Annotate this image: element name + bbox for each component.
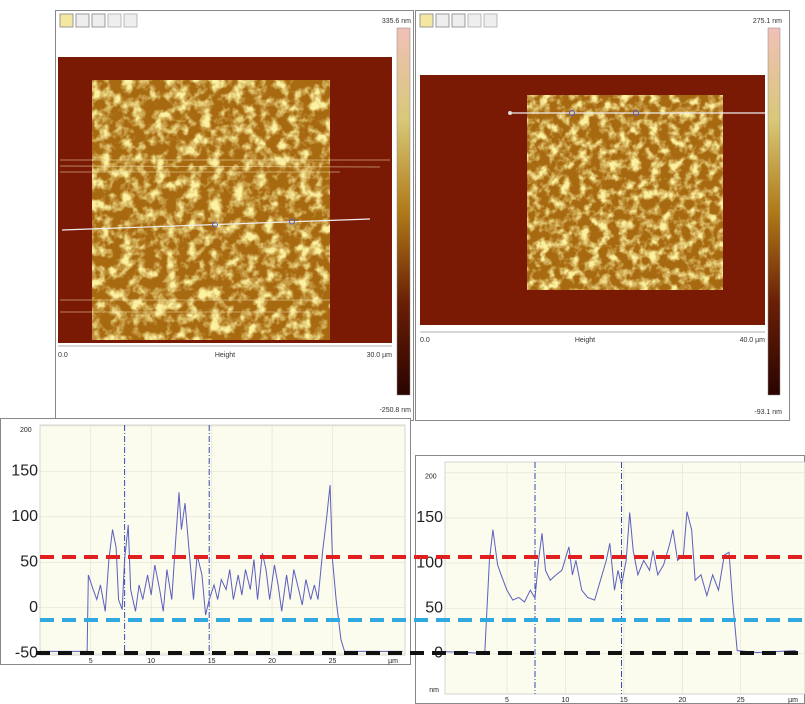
x-tick-label: 10 bbox=[561, 697, 569, 704]
tool-button[interactable] bbox=[91, 13, 106, 28]
y-tick-label: 150 bbox=[416, 509, 443, 526]
x-tick-label: 15 bbox=[620, 697, 628, 704]
scan-marker[interactable] bbox=[633, 110, 639, 116]
profile-line bbox=[444, 511, 796, 654]
afm-texture bbox=[527, 95, 723, 290]
x-tick-label: 5 bbox=[505, 697, 509, 704]
x-tick-label: 5 bbox=[89, 658, 93, 665]
y-tick-label: 50 bbox=[20, 553, 38, 570]
axis-end: 40.0 µm bbox=[740, 337, 766, 344]
y-tick-label: 200 bbox=[20, 427, 32, 434]
x-tick-label: 20 bbox=[268, 658, 276, 665]
x-axis-label: µm bbox=[788, 697, 798, 704]
x-tick-label: 15 bbox=[208, 658, 216, 665]
axis-start: 0.0 bbox=[420, 337, 430, 344]
image-panel: 335.6 nm -250.8 nm 0.0 Height 30.0 µm bbox=[55, 10, 414, 421]
level-lines bbox=[36, 555, 805, 655]
color-max: 275.1 nm bbox=[753, 18, 782, 25]
axis-end: 30.0 µm bbox=[367, 352, 393, 359]
axis-start: 0.0 bbox=[58, 352, 68, 359]
tool-button[interactable] bbox=[59, 13, 74, 28]
x-tick-label: 25 bbox=[737, 697, 745, 704]
tool-button[interactable] bbox=[451, 13, 466, 28]
profiles: 510152025-50050100150200µm51015202505010… bbox=[11, 424, 805, 704]
scan-marker[interactable] bbox=[289, 218, 295, 225]
tool-button[interactable] bbox=[107, 13, 122, 28]
x-axis-label: µm bbox=[388, 658, 398, 665]
color-min: -93.1 nm bbox=[754, 409, 782, 416]
toolbar bbox=[419, 13, 498, 28]
axis-label: Height bbox=[575, 337, 595, 344]
profile-line bbox=[40, 484, 403, 652]
tool-button[interactable] bbox=[483, 13, 498, 28]
y-tick-label: 150 bbox=[11, 463, 38, 480]
scan-streaks bbox=[59, 159, 390, 313]
scan-marker[interactable] bbox=[569, 110, 575, 116]
y-tick-label: 50 bbox=[425, 599, 443, 616]
y-tick-label: -50 bbox=[15, 644, 38, 661]
scan-marker[interactable] bbox=[508, 111, 512, 115]
color-bar bbox=[396, 27, 411, 396]
color-bar bbox=[767, 27, 781, 396]
y-tick-label: 0 bbox=[29, 599, 38, 616]
y-tick-label: 100 bbox=[11, 508, 38, 525]
tool-button[interactable] bbox=[435, 13, 450, 28]
tool-button[interactable] bbox=[123, 13, 138, 28]
tool-button[interactable] bbox=[467, 13, 482, 28]
x-tick-label: 20 bbox=[678, 697, 686, 704]
tool-button[interactable] bbox=[75, 13, 90, 28]
y-tick-label: 200 bbox=[425, 474, 437, 481]
afm-texture bbox=[92, 80, 330, 340]
axis-label: Height bbox=[215, 352, 235, 359]
y-axis-label: nm bbox=[429, 687, 439, 694]
plot-area bbox=[39, 424, 406, 656]
x-tick-label: 25 bbox=[329, 658, 337, 665]
tool-button[interactable] bbox=[419, 13, 434, 28]
color-min: -250.8 nm bbox=[379, 407, 411, 414]
color-max: 335.6 nm bbox=[382, 18, 411, 25]
scan-marker[interactable] bbox=[212, 221, 218, 228]
plot-area bbox=[444, 461, 805, 695]
toolbar bbox=[59, 13, 138, 28]
x-tick-label: 10 bbox=[147, 658, 155, 665]
scan-line bbox=[61, 218, 371, 231]
image-panel: 275.1 nm -93.1 nm 0.0 Height 40.0 µm bbox=[415, 10, 790, 421]
